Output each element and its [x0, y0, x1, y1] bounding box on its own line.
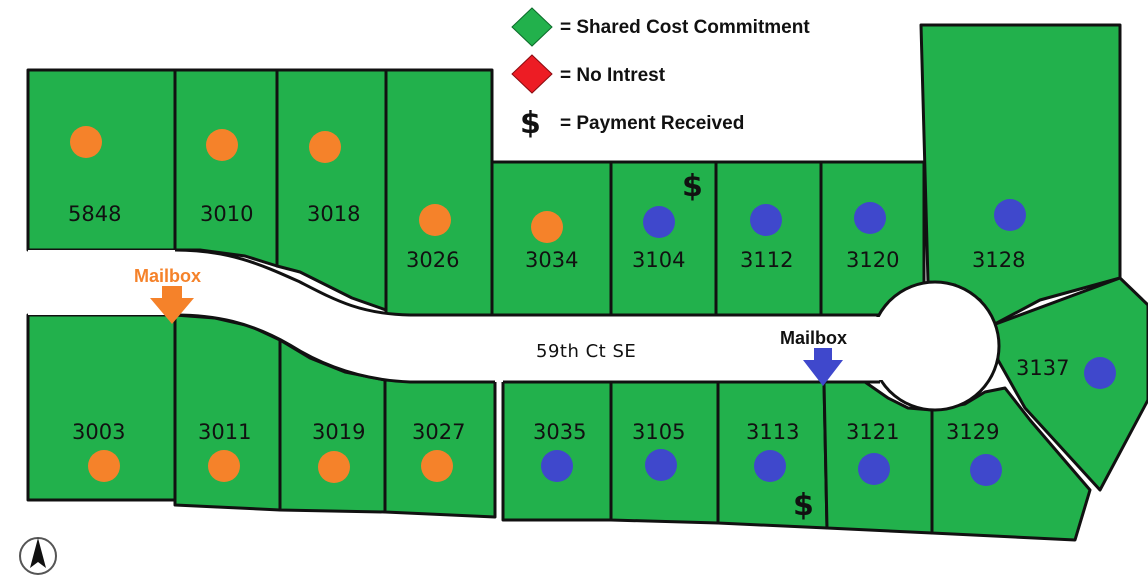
lot-labels-north: 5848 3010 3018 3026 3034 3104 3112 3120 …	[68, 202, 1025, 272]
legend-item-shared-cost: = Shared Cost Commitment	[511, 7, 810, 47]
blue-dot-icon	[754, 450, 786, 482]
dollar-sign-icon: $	[520, 106, 541, 141]
lot-3137[interactable]	[991, 276, 1148, 492]
lot-3027[interactable]	[383, 378, 497, 519]
lot-number: 3011	[198, 420, 251, 444]
lot-labels-south: 3003 3011 3019 3027 3035 3105 3113 3121 …	[72, 356, 1069, 444]
north-lots	[26, 23, 1148, 492]
north-arrow-icon	[19, 537, 57, 575]
lot-3010[interactable]	[173, 68, 279, 268]
blue-dot-icon	[643, 206, 675, 238]
orange-dot-icon	[70, 126, 102, 158]
orange-dot-icon	[88, 450, 120, 482]
lot-number: 3018	[307, 202, 360, 226]
blue-dot-icon	[858, 453, 890, 485]
lot-3112[interactable]	[714, 160, 823, 317]
street-edge-south-curve	[174, 313, 495, 384]
lot-number: 3034	[525, 248, 578, 272]
legend: = Shared Cost Commitment = No Intrest $ …	[511, 7, 810, 141]
lot-number: 3104	[632, 248, 685, 272]
orange-dot-icon	[421, 450, 453, 482]
dollar-sign-icon: $	[682, 169, 703, 204]
dollar-sign-icon: $	[793, 488, 814, 523]
blue-dot-icon	[970, 454, 1002, 486]
orange-dot-icon	[318, 451, 350, 483]
street-name: 59th Ct SE	[536, 341, 636, 362]
legend-item-payment: $ = Payment Received	[520, 106, 744, 141]
orange-dot-icon	[309, 131, 341, 163]
blue-dot-icon	[994, 199, 1026, 231]
street-edge-north-curve	[174, 248, 411, 317]
lot-number: 3027	[412, 420, 465, 444]
lot-number: 3112	[740, 248, 793, 272]
legend-label: = Payment Received	[560, 113, 744, 134]
lot-number: 3120	[846, 248, 899, 272]
orange-dot-icon	[531, 211, 563, 243]
blue-dot-icon	[645, 449, 677, 481]
lot-number: 3026	[406, 248, 459, 272]
orange-dot-icon	[206, 129, 238, 161]
payment-markers: $ $	[682, 169, 814, 523]
lot-number: 3113	[746, 420, 799, 444]
lot-number: 5848	[68, 202, 121, 226]
lot-number: 3137	[1016, 356, 1069, 380]
lot-number: 3035	[533, 420, 586, 444]
lot-number: 3128	[972, 248, 1025, 272]
lot-number: 3010	[200, 202, 253, 226]
red-diamond-icon	[511, 54, 553, 94]
lot-number: 3121	[846, 420, 899, 444]
legend-label: = Shared Cost Commitment	[560, 17, 810, 38]
legend-item-no-interest: = No Intrest	[511, 54, 666, 94]
legend-label: = No Intrest	[560, 65, 666, 86]
orange-dot-icon	[208, 450, 240, 482]
blue-dot-icon	[1084, 357, 1116, 389]
cul-de-sac-joint	[860, 317, 900, 380]
green-diamond-icon	[511, 7, 553, 47]
lot-3018[interactable]	[275, 68, 388, 312]
orange-dot-icon	[419, 204, 451, 236]
lot-3128[interactable]	[919, 23, 1122, 327]
mailbox-label: Mailbox	[780, 328, 847, 348]
down-arrow-icon	[803, 348, 843, 386]
lot-3026[interactable]	[384, 68, 494, 317]
mailbox-west: Mailbox	[134, 266, 201, 324]
mailbox-east: Mailbox	[780, 328, 847, 386]
lot-number: 3019	[312, 420, 365, 444]
lot-number: 3129	[946, 420, 999, 444]
mailbox-label: Mailbox	[134, 266, 201, 286]
status-dots	[70, 126, 1116, 486]
lot-number: 3105	[632, 420, 685, 444]
blue-dot-icon	[750, 204, 782, 236]
street-area: 59th Ct SE	[28, 248, 1001, 412]
lot-number: 3003	[72, 420, 125, 444]
blue-dot-icon	[854, 202, 886, 234]
down-arrow-icon	[150, 286, 194, 324]
blue-dot-icon	[541, 450, 573, 482]
